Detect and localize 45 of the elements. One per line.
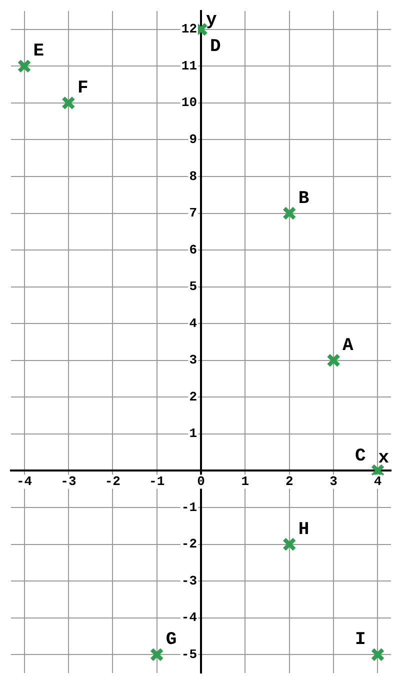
- x-axis-title: x: [378, 448, 390, 468]
- y-tick-label: 10: [181, 95, 198, 110]
- x-tick-label: 1: [241, 474, 250, 490]
- y-axis-title: y: [206, 10, 217, 31]
- y-tick-label: 7: [189, 206, 197, 221]
- x-tick-label: -3: [60, 474, 76, 490]
- x-tick-label: 3: [330, 474, 338, 490]
- y-tick-label: 8: [189, 168, 198, 184]
- point: [326, 353, 341, 368]
- y-tick-label: -4: [181, 610, 198, 626]
- y-tick-label: -5: [181, 646, 198, 662]
- y-tick-label: -1: [181, 500, 198, 515]
- y-tick-label: 5: [189, 279, 198, 294]
- y-tick-label: 4: [189, 316, 198, 331]
- x-tick-label: -1: [149, 474, 165, 490]
- x-tick-label: 4: [374, 474, 382, 490]
- y-tick-label: 2: [189, 389, 198, 404]
- annotation: B: [298, 188, 310, 209]
- annotation: D: [210, 36, 221, 57]
- x-tick-label: -4: [16, 474, 32, 490]
- y-tick-label: 11: [181, 58, 198, 74]
- y-tick-label: -3: [181, 573, 198, 588]
- y-tick-label: -2: [181, 536, 198, 552]
- annotation: E: [33, 42, 44, 62]
- y-tick-label: 9: [189, 132, 198, 148]
- y-tick-label: 1: [189, 426, 198, 442]
- y-tick-label: 6: [189, 242, 198, 258]
- point: [150, 648, 164, 662]
- y-tick-label: 12: [181, 22, 198, 37]
- x-tick-label: 2: [285, 474, 294, 490]
- point: [17, 59, 32, 74]
- point: [282, 206, 296, 220]
- annotation: G: [166, 630, 177, 650]
- annotation: H: [298, 520, 310, 540]
- point: [370, 648, 385, 662]
- annotation: A: [342, 336, 354, 356]
- point: [61, 96, 76, 110]
- annotation: I: [354, 630, 366, 650]
- annotation: F: [77, 78, 88, 98]
- point: [370, 464, 385, 478]
- x-tick-label: -2: [104, 474, 121, 490]
- annotation: C: [354, 446, 366, 466]
- x-tick-label: 0: [197, 474, 206, 490]
- point: [282, 537, 296, 552]
- y-tick-label: 3: [189, 352, 198, 368]
